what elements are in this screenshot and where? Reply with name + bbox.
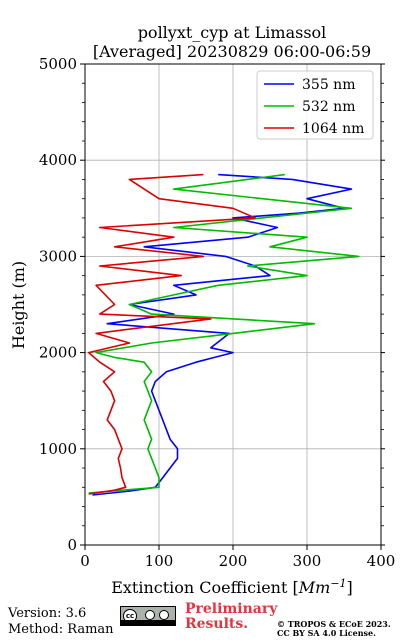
x-tick-label: 300 — [293, 552, 322, 570]
legend-label-0: 355 nm — [302, 77, 355, 93]
y-tick-label: 1000 — [39, 440, 77, 458]
chart-svg: pollyxt_cyp at Limassol [Averaged] 20230… — [9, 23, 396, 598]
cc-license-badge: cc — [120, 606, 176, 626]
by-icon — [145, 610, 155, 620]
y-tick-label: 2000 — [39, 344, 77, 362]
x-tick-label: 0 — [80, 552, 90, 570]
preliminary-note: Preliminary Results. — [185, 602, 277, 632]
legend: 355 nm 532 nm 1064 nm — [256, 70, 374, 140]
copyright-note: © TROPOS & ECoE 2023. CC BY SA 4.0 Licen… — [277, 620, 391, 638]
chart-title: pollyxt_cyp at Limassol — [138, 23, 327, 42]
legend-frame — [256, 70, 374, 140]
cc-bar — [121, 620, 175, 625]
sa-icon — [159, 610, 169, 620]
x-tick-label: 100 — [145, 552, 174, 570]
y-axis-label: Height (m) — [9, 261, 28, 349]
x-axis-label: Extinction Coefficient [Mm−1] — [111, 577, 353, 598]
version-text: Version: 3.6 — [8, 606, 87, 621]
preliminary-line2: Results. — [185, 616, 249, 632]
chart-subtitle: [Averaged] 20230829 06:00-06:59 — [93, 42, 371, 61]
y-tick-label: 5000 — [39, 55, 77, 73]
y-tick-label: 0 — [67, 536, 77, 554]
copyright-line2: CC BY SA 4.0 License. — [277, 628, 376, 638]
x-tick-label: 200 — [219, 552, 248, 570]
series-line-1 — [88, 173, 360, 494]
method-text: Method: Raman — [8, 622, 114, 637]
series-line-2 — [87, 173, 256, 495]
y-tick-label: 4000 — [39, 151, 77, 169]
footer-version: Version: 3.6 Method: Raman — [8, 606, 114, 638]
copyright-line1: © TROPOS & ECoE 2023. — [277, 619, 391, 629]
series-layer — [87, 173, 360, 496]
preliminary-line1: Preliminary — [185, 601, 278, 617]
y-tick-label: 3000 — [39, 247, 77, 265]
x-tick-label: 400 — [367, 552, 396, 570]
legend-label-2: 1064 nm — [302, 121, 364, 137]
legend-label-1: 532 nm — [302, 99, 355, 115]
